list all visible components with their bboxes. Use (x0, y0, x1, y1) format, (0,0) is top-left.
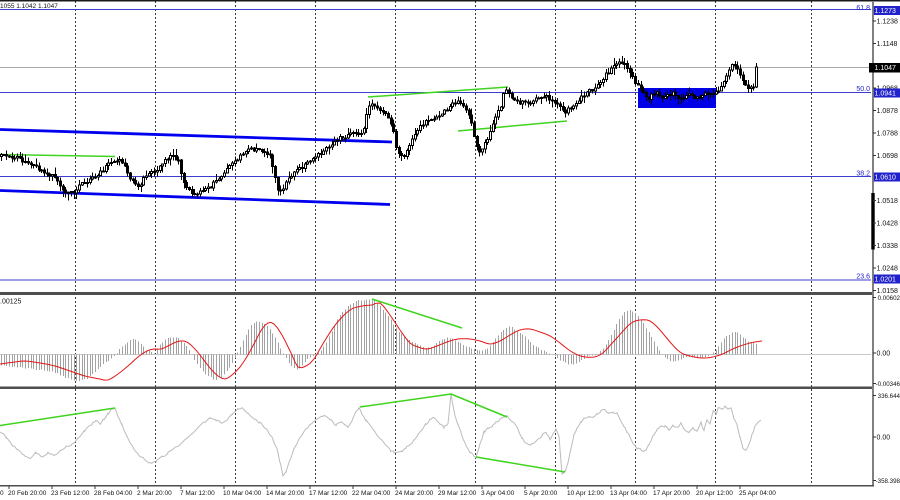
svg-text:1.0698: 1.0698 (877, 153, 899, 160)
svg-text:29 Mar 12:00: 29 Mar 12:00 (438, 490, 477, 497)
svg-text:22 Mar 04:00: 22 Mar 04:00 (352, 490, 391, 497)
svg-text:23.6: 23.6 (856, 274, 870, 281)
svg-text:17 Mar 12:00: 17 Mar 12:00 (309, 490, 348, 497)
svg-text:.00125: .00125 (0, 299, 22, 306)
svg-text:20 Feb 20:00: 20 Feb 20:00 (8, 490, 47, 497)
svg-text:1.0248: 1.0248 (877, 266, 899, 273)
svg-text:0.00: 0.00 (877, 351, 891, 358)
svg-text:1.1148: 1.1148 (877, 41, 898, 48)
svg-text:17 Apr 20:00: 17 Apr 20:00 (653, 490, 690, 497)
svg-text:1.0518: 1.0518 (877, 198, 899, 205)
svg-text:13 Apr 04:00: 13 Apr 04:00 (610, 490, 647, 497)
svg-text:1.0941: 1.0941 (875, 91, 897, 98)
svg-text:1.0788: 1.0788 (877, 131, 899, 138)
svg-text:1.1273: 1.1273 (875, 8, 897, 15)
svg-text:0.00602: 0.00602 (878, 295, 900, 302)
svg-text:1.0878: 1.0878 (877, 108, 899, 115)
svg-text:2 Mar 20:00: 2 Mar 20:00 (137, 490, 172, 497)
svg-text:61.8: 61.8 (856, 5, 870, 12)
svg-text:25 Apr 04:00: 25 Apr 04:00 (739, 490, 776, 497)
svg-text:24 Mar 20:00: 24 Mar 20:00 (395, 490, 434, 497)
svg-text:10 Apr 12:00: 10 Apr 12:00 (567, 490, 604, 497)
svg-text:20 Apr 12:00: 20 Apr 12:00 (696, 490, 733, 497)
svg-text:50.0: 50.0 (856, 86, 870, 93)
svg-text:1.0158: 1.0158 (877, 288, 899, 295)
svg-text:1.0610: 1.0610 (875, 175, 897, 182)
svg-text:14 Mar 20:00: 14 Mar 20:00 (266, 490, 305, 497)
svg-text:1055 1.1042 1.1047: 1055 1.1042 1.1047 (0, 3, 58, 10)
svg-text:5 Apr 20:00: 5 Apr 20:00 (524, 490, 558, 497)
svg-text:0.00: 0.00 (877, 435, 891, 442)
svg-text:1.0201: 1.0201 (875, 277, 897, 284)
svg-text:7 Mar 12:00: 7 Mar 12:00 (180, 490, 215, 497)
svg-text:23 Feb 12:00: 23 Feb 12:00 (51, 490, 90, 497)
svg-text:336.644: 336.644 (878, 393, 900, 400)
svg-text:1.0338: 1.0338 (877, 243, 899, 250)
svg-text:-0.00346: -0.00346 (876, 381, 900, 388)
svg-text:0: 0 (0, 490, 4, 497)
svg-text:3 Apr 04:00: 3 Apr 04:00 (481, 490, 515, 497)
svg-text:28 Feb 04:00: 28 Feb 04:00 (94, 490, 133, 497)
svg-text:1.0428: 1.0428 (877, 221, 899, 228)
svg-text:1.1238: 1.1238 (877, 19, 899, 26)
svg-text:-358.398: -358.398 (876, 478, 900, 485)
svg-text:38.2: 38.2 (856, 171, 870, 178)
svg-text:10 Mar 04:00: 10 Mar 04:00 (223, 490, 262, 497)
svg-text:1.1047: 1.1047 (875, 65, 897, 72)
